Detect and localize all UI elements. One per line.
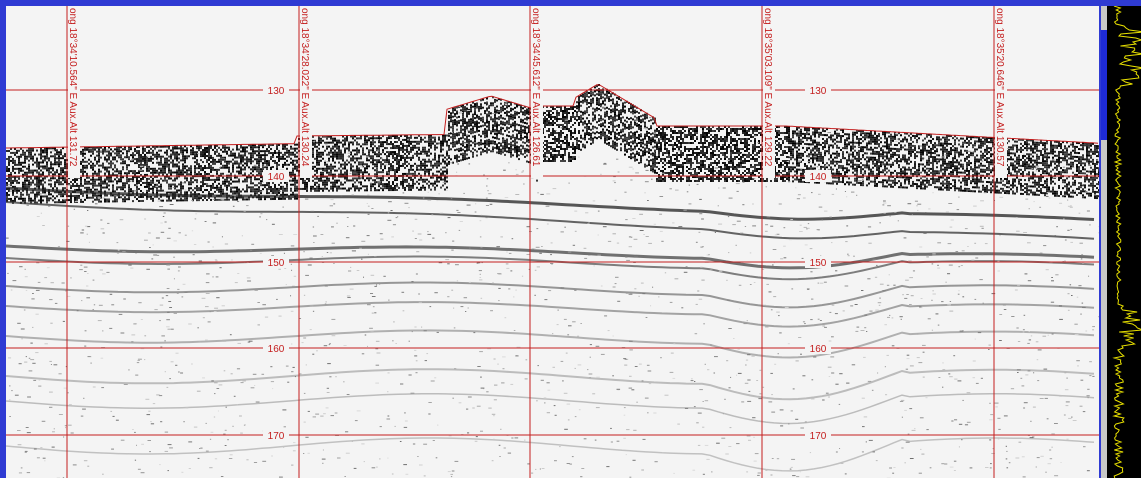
position-label-5: ong 18°35'20.646" E Aux.Alt 130.57 xyxy=(994,8,1005,167)
depth-label-background xyxy=(263,342,289,354)
amplitude-trace-line xyxy=(1112,6,1141,478)
vertical-scrollbar[interactable] xyxy=(1101,6,1107,478)
depth-label-170-right: 170 xyxy=(810,431,827,442)
position-label-background xyxy=(995,6,1007,178)
position-label-2: ong 18°34'28.022" E Aux.Alt 130.24 xyxy=(299,8,310,167)
seismic-profile-view[interactable]: 130 130 140 140 150 150 160 160 170 170 ong 18°34'… xyxy=(6,6,1099,478)
position-label-background xyxy=(68,6,80,178)
amplitude-trace-svg xyxy=(1112,6,1141,478)
depth-label-background xyxy=(805,256,831,268)
position-label-background xyxy=(763,6,775,178)
depth-label-150-left: 150 xyxy=(268,258,285,269)
grid-labels: 130 130 140 140 150 150 160 160 170 170 ong 18°34'… xyxy=(67,6,1007,442)
depth-label-background xyxy=(805,170,831,182)
depth-label-130-right: 130 xyxy=(810,86,827,97)
position-label-background xyxy=(531,6,543,178)
position-label-1: ong 18°34'10.564" E Aux.Alt 131.72 xyxy=(67,8,78,167)
depth-label-170-left: 170 xyxy=(268,431,285,442)
position-label-background xyxy=(300,6,312,178)
depth-label-160-left: 160 xyxy=(268,344,285,355)
depth-label-140-right: 140 xyxy=(810,172,827,183)
depth-label-130-left: 130 xyxy=(268,86,285,97)
depth-label-160-right: 160 xyxy=(810,344,827,355)
seabed-outline xyxy=(6,84,1099,149)
depth-label-background xyxy=(263,84,289,96)
depth-label-background xyxy=(263,429,289,441)
position-label-3: ong 18°34'45.612" E Aux.Alt 126.61 xyxy=(530,8,541,167)
depth-label-background xyxy=(805,342,831,354)
seismic-profile-canvas: 130 130 140 140 150 150 160 160 170 170 ong 18°34'… xyxy=(6,6,1099,478)
depth-label-background xyxy=(805,84,831,96)
position-label-4: ong 18°35'03.109" E Aux.Alt 129.22 xyxy=(762,8,773,167)
depth-label-background xyxy=(805,429,831,441)
depth-label-140-left: 140 xyxy=(268,172,285,183)
vertical-scrollbar-thumb[interactable] xyxy=(1101,30,1107,140)
depth-label-background xyxy=(263,256,289,268)
depth-grid xyxy=(6,6,1099,478)
seismic-reflection-image xyxy=(6,84,1099,478)
depth-label-150-right: 150 xyxy=(810,258,827,269)
depth-label-background xyxy=(263,170,289,182)
